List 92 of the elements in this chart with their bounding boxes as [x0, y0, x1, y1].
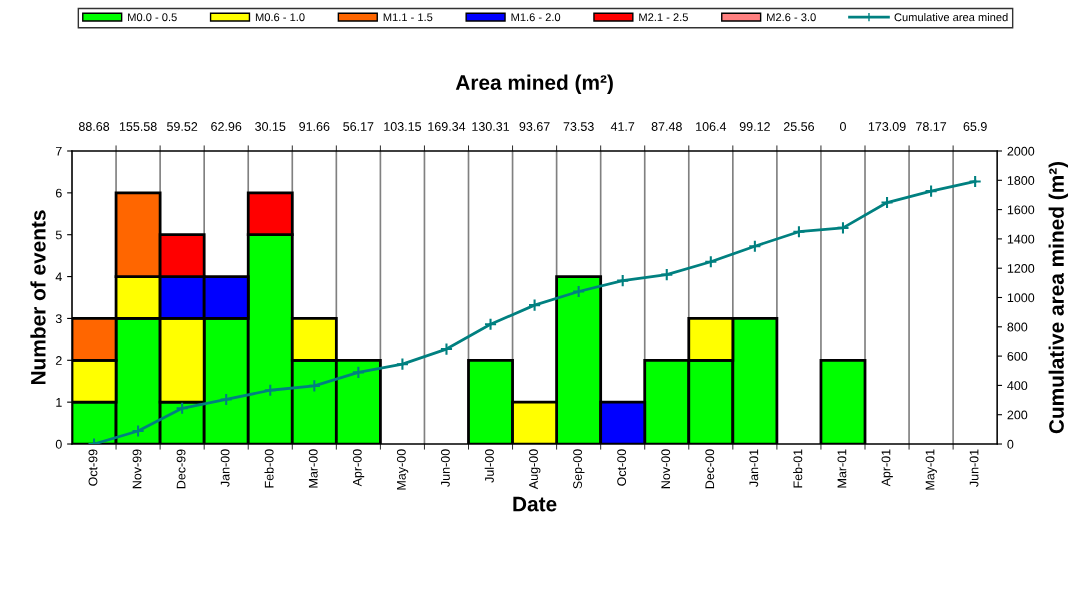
- y-tick-label: 6: [55, 188, 62, 198]
- x-tick-label: Sep-00: [573, 449, 585, 489]
- text: 130.31: [472, 122, 510, 131]
- x-tick-label: Jul-00: [484, 449, 494, 483]
- point: [175, 401, 189, 415]
- text: 155.58: [119, 122, 157, 131]
- point: [880, 195, 894, 210]
- text: 73.53: [563, 122, 594, 131]
- x-tick-label: Feb-00: [264, 449, 274, 488]
- x-tick-label: Mar-00: [308, 449, 318, 488]
- legend-label: M0.6 - 1.0: [255, 13, 305, 22]
- y2-tick-label: 1800: [1007, 176, 1035, 185]
- y2-tick-label: 400: [1007, 381, 1028, 391]
- y-tick-label: 5: [55, 230, 62, 240]
- y2-tick-label: 2000: [1007, 146, 1035, 156]
- text: 91.66: [299, 122, 330, 131]
- text: 62.96: [211, 122, 242, 131]
- text: 87.48: [651, 122, 682, 131]
- legend-label: M0.0 - 0.5: [128, 13, 177, 22]
- text: 30.15: [255, 122, 286, 131]
- text: 25.56: [783, 122, 815, 131]
- text: 78.17: [916, 122, 947, 131]
- x-tick-label: Jun-01: [969, 449, 979, 487]
- legend-label: M2.6 - 3.0: [767, 13, 816, 22]
- point: [616, 274, 630, 288]
- legend-label: M1.1 - 1.5: [383, 13, 433, 22]
- y2-tick-label: 1400: [1007, 234, 1035, 244]
- y-axis-title: Number of events: [30, 210, 46, 385]
- x-tick-label: Jan-00: [220, 449, 230, 487]
- y2-tick-label: 0: [1007, 439, 1014, 449]
- text: 99.12: [739, 122, 770, 131]
- point: [924, 184, 938, 198]
- x-axis-title: Date: [513, 496, 557, 512]
- x-tick-label: Nov-99: [132, 449, 142, 489]
- x-tick-label: May-01: [925, 449, 937, 490]
- x-tick-label: Oct-99: [88, 449, 98, 486]
- x-tick-label: Apr-01: [881, 449, 893, 487]
- point: [263, 383, 277, 397]
- text: 88.68: [78, 122, 110, 131]
- x-tick-label: Jan-01: [749, 449, 759, 487]
- x-tick-label: Dec-00: [705, 449, 715, 489]
- y2-tick-label: 800: [1007, 322, 1028, 332]
- text: 41.7: [610, 122, 635, 131]
- x-tick-label: Nov-00: [661, 449, 671, 489]
- point: [483, 317, 498, 331]
- text: 0: [839, 122, 846, 131]
- text: 169.34: [428, 122, 466, 131]
- text: 173.09: [868, 122, 906, 131]
- text: 103.15: [384, 122, 422, 131]
- y2-tick-label: 1200: [1007, 264, 1035, 273]
- y2-tick-label: 200: [1007, 410, 1028, 420]
- x-tick-label: Jun-00: [440, 449, 450, 487]
- point: [439, 342, 454, 356]
- point: [307, 379, 321, 393]
- point: [351, 365, 365, 379]
- point: [968, 174, 982, 189]
- legend-label: M1.6 - 2.0: [511, 13, 561, 22]
- legend-label: Cumulative area mined: [894, 12, 1008, 22]
- y2-tick-label: 1600: [1007, 205, 1035, 215]
- y-tick-label: 4: [55, 272, 62, 282]
- y2-tick-label: 1000: [1007, 293, 1035, 303]
- point: [792, 225, 806, 239]
- y-tick-label: 1: [56, 398, 62, 407]
- point: [219, 392, 233, 407]
- text: 65.9: [963, 122, 987, 131]
- x-tick-label: Feb-01: [793, 449, 803, 488]
- y-tick-label: 0: [55, 439, 62, 449]
- text: 56.17: [343, 122, 374, 131]
- point: [836, 221, 850, 235]
- text: 106.4: [696, 122, 727, 131]
- text: 93.67: [519, 122, 550, 131]
- x-tick-label: Aug-00: [529, 449, 541, 490]
- point: [748, 239, 762, 253]
- x-tick-label: Oct-00: [617, 449, 627, 486]
- point: [704, 255, 718, 269]
- chart-title: Area mined (m²): [455, 74, 613, 95]
- x-tick-label: Dec-99: [176, 449, 186, 489]
- y-tick-label: 3: [55, 314, 62, 324]
- y2-tick-label: 600: [1007, 351, 1028, 361]
- y-tick-label: 7: [55, 146, 62, 156]
- x-tick-label: Apr-00: [352, 449, 365, 487]
- y2-axis-title: Cumulative area mined (m²): [1048, 161, 1069, 434]
- x-tick-label: May-00: [396, 449, 409, 490]
- point: [660, 268, 674, 282]
- point: [131, 424, 145, 438]
- y-tick-label: 2: [55, 356, 62, 365]
- point: [395, 357, 410, 371]
- legend-label: M2.1 - 2.5: [639, 13, 688, 22]
- text: 59.52: [167, 122, 198, 131]
- point: [527, 298, 542, 312]
- x-tick-label: Mar-01: [837, 449, 847, 488]
- point: [572, 284, 586, 299]
